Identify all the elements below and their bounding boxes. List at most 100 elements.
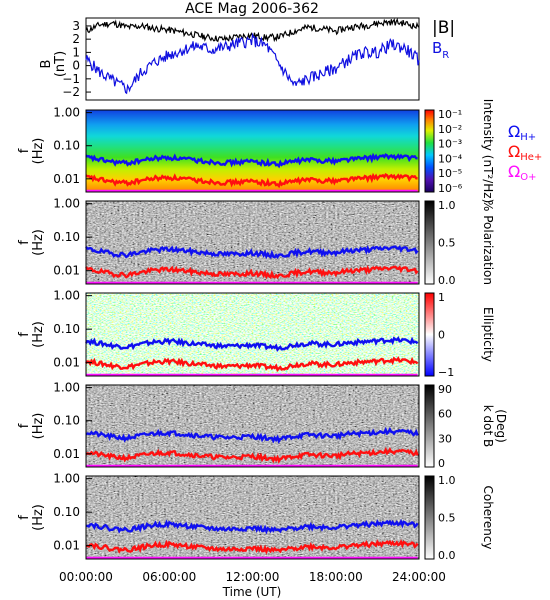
- gyro-line-h-plus: [85, 244, 419, 260]
- y-tick-label: 3: [72, 19, 80, 33]
- colorbar-tick-label: 0.5: [438, 512, 456, 525]
- panel-coherency: 1.00 0.10 0.01 f (Hz) 1.0 0.5 0.0 Coherency: [17, 472, 495, 562]
- y-tick-label: 1: [72, 45, 80, 59]
- colorbar: [424, 384, 435, 468]
- spectrogram-panels: 1.000.100.01f (Hz)10⁻¹10⁻²10⁻³10⁻⁴10⁻⁵10⁻…: [17, 99, 508, 562]
- colorbar: [424, 292, 435, 377]
- colorbar-tick-label: 10⁻⁵: [438, 167, 462, 180]
- y-tick-label: 0.01: [53, 539, 80, 553]
- y-tick-label: −1: [62, 72, 80, 86]
- ylabel-hz: (Hz): [31, 321, 46, 348]
- colorbar-tick-label: 90: [438, 383, 452, 396]
- colorbar-tick-label: 0.0: [438, 549, 456, 562]
- x-tick-labels: 00:00:00 06:00:00 12:00:00 18:00:00 24:00:00: [59, 570, 446, 584]
- spectrogram-texture: [86, 201, 419, 284]
- colorbar: [424, 475, 435, 560]
- ylabel-b-1: B: [39, 60, 54, 69]
- ylabel-b-2: (nT): [53, 51, 68, 77]
- colorbar-tick-label: 10⁻⁶: [438, 182, 463, 195]
- x-tick-label: 12:00:00: [226, 570, 280, 584]
- gyro-line-he-plus: [85, 264, 419, 280]
- ylabel-f: f: [17, 148, 32, 153]
- legend-omega-he: ΩHe+: [508, 142, 542, 163]
- ylabel-hz: (Hz): [31, 138, 46, 165]
- colorbar: [424, 200, 435, 285]
- gyro-line-he-plus: [85, 172, 418, 189]
- ylabel-f: f: [17, 423, 32, 428]
- colorbar-label: (Deg): [494, 409, 508, 443]
- gyrofrequency-legend: ΩH+ ΩHe+ ΩO+: [508, 122, 542, 183]
- colorbar-tick-label: 0.0: [438, 274, 456, 287]
- panel-frame: [85, 200, 420, 285]
- series-line-b-r: [85, 32, 420, 95]
- x-axis-label: Time (UT): [222, 585, 282, 599]
- colorbar-label: Intensity (nT²/Hz): [481, 99, 495, 204]
- x-tick-label: 18:00:00: [309, 570, 363, 584]
- x-tick-label: 24:00:00: [392, 570, 446, 584]
- y-tick-label: 0.01: [53, 356, 80, 370]
- colorbar-label: Ellipticity: [481, 307, 495, 362]
- y-tick-label: 0.01: [53, 264, 80, 278]
- panel-frame: [85, 17, 420, 101]
- panel-frame: [85, 475, 420, 560]
- ylabel-hz: (Hz): [31, 229, 46, 256]
- y-tick-label: 0.10: [53, 322, 80, 336]
- legend-omega-h: ΩH+: [508, 122, 536, 143]
- gyro-line-h-plus: [85, 152, 418, 169]
- legend-omega-o: ΩO+: [508, 162, 536, 183]
- colorbar-tick-label: 0: [438, 457, 445, 470]
- ylabel-f: f: [17, 332, 32, 337]
- x-tick-label: 06:00:00: [142, 570, 196, 584]
- colorbar-tick-label: 0: [438, 329, 445, 342]
- y-tick-label: 0.10: [53, 230, 80, 244]
- y-tick-label: 1.00: [53, 106, 80, 120]
- ylabel-hz: (Hz): [31, 504, 46, 531]
- colorbar-label: % Polarization: [481, 200, 495, 285]
- colorbar-tick-label: 1.0: [438, 199, 456, 212]
- gyro-line-he-plus: [85, 539, 419, 555]
- legend-b-total: |B|: [432, 18, 455, 38]
- y-tick-label: 1.00: [53, 289, 80, 303]
- colorbar-tick-label: 30: [438, 432, 452, 445]
- x-tick-label: 00:00:00: [59, 570, 113, 584]
- panel-ellipticity: 1.00 0.10 0.01 f (Hz) 1 0 −1 Ellipticity: [17, 289, 495, 379]
- gyro-line-he-plus: [85, 446, 419, 464]
- ylabel-f: f: [17, 515, 32, 520]
- panel-frame: [85, 109, 420, 193]
- gyro-line-h-plus: [85, 336, 419, 352]
- colorbar-tick-label: 1: [438, 291, 445, 304]
- y-tick-label: −2: [62, 85, 80, 99]
- colorbar-tick-label: 0.5: [438, 237, 456, 250]
- y-tick-label: 0.10: [53, 505, 80, 519]
- colorbar-tick-label: 10⁻¹: [438, 108, 462, 121]
- legend-b-r: BR: [432, 39, 449, 61]
- colorbar-tick-label: 10⁻³: [438, 138, 462, 151]
- panel-frame: [85, 292, 420, 377]
- y-tick-label: 0: [72, 59, 80, 73]
- chart-title: ACE Mag 2006-362: [185, 1, 319, 17]
- colorbar-tick-label: 10⁻⁴: [438, 152, 463, 165]
- y-tick-label: 0.01: [53, 172, 80, 186]
- colorbar-tick-label: 60: [438, 408, 452, 421]
- gyro-line-h-plus: [85, 426, 419, 444]
- colorbar: [424, 109, 435, 193]
- y-tick-label: 0.10: [53, 139, 80, 153]
- panel-polarization: 1.00 0.10 0.01 f (Hz) 1.0 0.5 0.0 % Polarization: [17, 197, 495, 287]
- ylabel-hz: (Hz): [31, 413, 46, 440]
- y-tick-label: 1.00: [53, 381, 80, 395]
- y-tick-label: 0.10: [53, 414, 80, 428]
- panel-wave-normal-angle: 1.00 0.10 0.01 f (Hz) 90 60 30 0 k dot B (Deg): [17, 381, 508, 470]
- panel-frame: [85, 384, 420, 468]
- panel-intensity: 1.00 0.10 0.01 f (Hz) 10⁻¹ 10⁻² 10⁻³10⁻⁴ 10⁻⁵ 10⁻…: [17, 99, 495, 204]
- colorbar-tick-label: 10⁻²: [438, 123, 462, 136]
- y-tick-label: 2: [72, 32, 80, 46]
- y-tick-label: 0.01: [53, 447, 80, 461]
- colorbar-tick-label: −1: [438, 366, 454, 379]
- gyro-line-he-plus: [85, 356, 419, 373]
- colorbar-tick-label: 1.0: [438, 474, 456, 487]
- ylabel-f: f: [17, 240, 32, 245]
- colorbar-label: Coherency: [481, 485, 495, 549]
